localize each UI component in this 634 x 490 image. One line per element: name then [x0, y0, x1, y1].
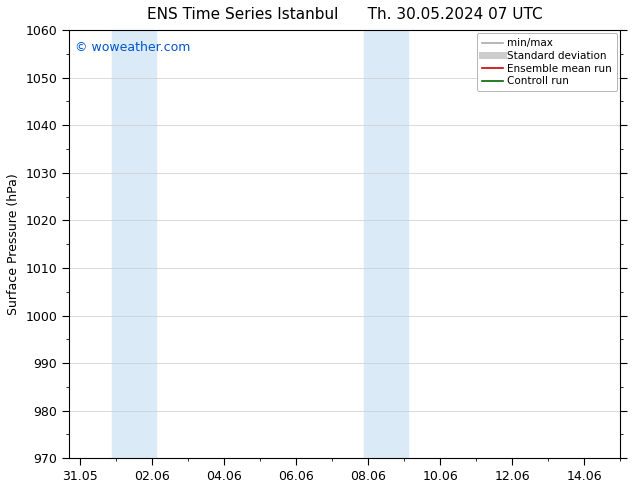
Bar	[112, 30, 155, 458]
Legend: min/max, Standard deviation, Ensemble mean run, Controll run: min/max, Standard deviation, Ensemble me…	[477, 33, 617, 92]
Title: ENS Time Series Istanbul      Th. 30.05.2024 07 UTC: ENS Time Series Istanbul Th. 30.05.2024 …	[147, 7, 543, 22]
Text: © woweather.com: © woweather.com	[75, 41, 190, 54]
Bar	[365, 30, 408, 458]
Y-axis label: Surface Pressure (hPa): Surface Pressure (hPa)	[7, 173, 20, 315]
